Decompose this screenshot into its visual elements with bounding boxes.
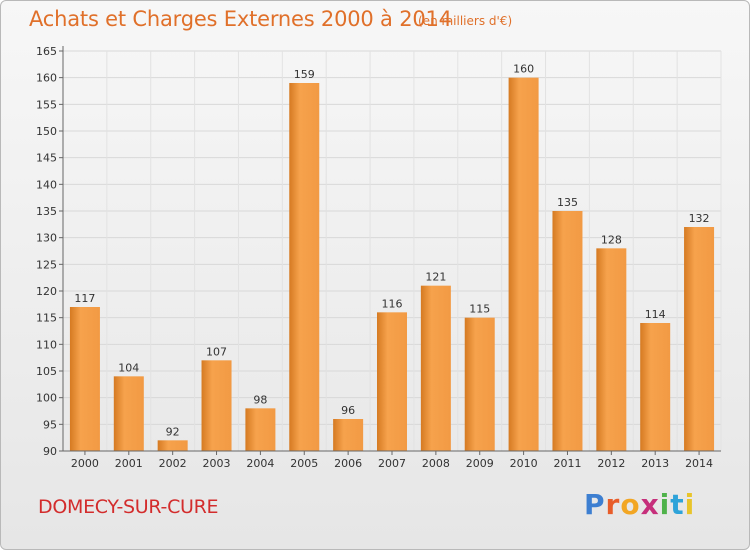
chart-unit: (en milliers d'€) (418, 14, 513, 28)
value-label: 135 (557, 196, 578, 209)
logo-letter: i (659, 488, 671, 521)
logo-letter: r (605, 488, 621, 521)
value-label: 116 (382, 297, 403, 310)
x-tick-label: 2004 (246, 457, 274, 470)
x-tick-label: 2005 (290, 457, 318, 470)
bar (69, 307, 100, 451)
bar (552, 211, 583, 451)
y-tick-label: 165 (36, 45, 57, 58)
y-tick-label: 105 (36, 365, 57, 378)
bar (420, 285, 451, 451)
city-name: DOMECY-SUR-CURE (38, 496, 219, 518)
y-tick-label: 155 (36, 98, 57, 111)
bar (201, 360, 232, 451)
x-tick-label: 2002 (159, 457, 187, 470)
value-label: 114 (645, 308, 666, 321)
value-label: 92 (166, 425, 180, 438)
value-label: 121 (425, 271, 446, 284)
y-tick-label: 145 (36, 152, 57, 165)
y-tick-label: 150 (36, 125, 57, 138)
logo-letter: t (670, 488, 685, 521)
bar (157, 440, 188, 451)
y-tick-label: 95 (43, 418, 57, 431)
value-label: 160 (513, 63, 534, 76)
x-tick-label: 2001 (115, 457, 143, 470)
x-tick-label: 2014 (685, 457, 713, 470)
bar (245, 408, 276, 451)
bar (464, 317, 495, 451)
value-label: 115 (469, 303, 490, 316)
y-tick-label: 90 (43, 445, 57, 458)
bar (684, 227, 715, 451)
y-tick-label: 130 (36, 232, 57, 245)
bar (333, 419, 364, 451)
tick-labels: 90 95 100 105 110 115 120 125 130 135 140 145 150 155… (36, 45, 713, 470)
logo-letter: o (620, 488, 641, 521)
y-tick-label: 100 (36, 392, 57, 405)
bar (596, 248, 627, 451)
bar (289, 83, 320, 451)
x-tick-label: 2006 (334, 457, 362, 470)
y-tick-label: 135 (36, 205, 57, 218)
value-label: 159 (294, 68, 315, 81)
value-label: 96 (341, 404, 355, 417)
logo-letter: x (640, 488, 660, 521)
axes (59, 46, 721, 455)
value-label: 128 (601, 233, 622, 246)
x-tick-label: 2010 (510, 457, 538, 470)
chart-title: Achats et Charges Externes 2000 à 2014 (29, 7, 452, 31)
x-tick-label: 2009 (466, 457, 494, 470)
y-tick-label: 120 (36, 285, 57, 298)
y-tick-label: 115 (36, 312, 57, 325)
x-tick-label: 2008 (422, 457, 450, 470)
x-tick-label: 2003 (203, 457, 231, 470)
value-label: 104 (118, 361, 139, 374)
y-tick-label: 125 (36, 258, 57, 271)
x-tick-label: 2012 (597, 457, 625, 470)
bar (113, 376, 144, 451)
y-tick-label: 140 (36, 178, 57, 191)
x-tick-label: 2007 (378, 457, 406, 470)
logo-letter: i (684, 488, 696, 521)
x-tick-label: 2000 (71, 457, 99, 470)
bars (69, 77, 715, 452)
value-label: 107 (206, 345, 227, 358)
x-tick-label: 2011 (553, 457, 581, 470)
value-label: 132 (689, 212, 710, 225)
value-label: 117 (74, 292, 95, 305)
proxiti-logo[interactable]: Proxiti (584, 488, 695, 521)
value-label: 98 (253, 393, 267, 406)
y-tick-label: 110 (36, 338, 57, 351)
x-tick-label: 2013 (641, 457, 669, 470)
y-tick-label: 160 (36, 72, 57, 85)
bar (640, 323, 671, 451)
logo-letter: P (584, 488, 606, 521)
bar (508, 77, 539, 452)
bar (377, 312, 407, 451)
